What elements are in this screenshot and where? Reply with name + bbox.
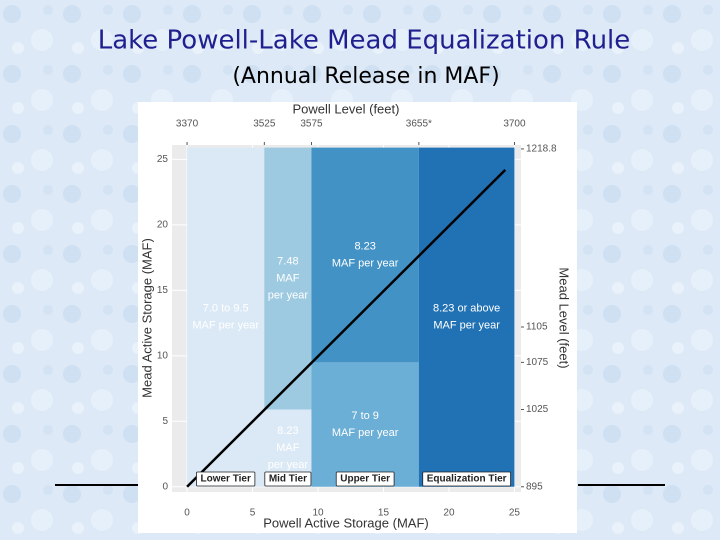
x2-tick-label: 3655* [406,119,432,130]
x-tick-label: 10 [312,508,324,519]
tier-label-box [264,471,312,487]
y-tick-label: 15 [157,285,169,296]
x2-tick-label: 3525 [253,119,276,130]
y-tick-label: 0 [162,481,168,492]
tier-label-box [335,471,395,487]
zone-label: 7.48 [277,255,298,267]
y2-tick-label: 895 [526,481,543,492]
zone-label: 8.23 [354,240,375,252]
y2-axis-title: Mead Level (feet) [557,267,572,368]
tier-zone [187,147,265,487]
zone-label: MAF per year [332,427,399,439]
subtitle: (Annual Release in MAF) [232,64,499,89]
x-tick-label: 5 [250,508,256,519]
title: Lake Powell-Lake Mead Equalization Rule [98,26,631,56]
y-tick-label: 10 [157,350,169,361]
tier-label: Lower Tier [200,474,250,485]
y-tick-label: 25 [157,154,169,165]
zone-label: per year [268,289,309,301]
zone-label: MAF per year [192,320,259,332]
tier-label-box [196,471,256,487]
x-tick-label: 25 [509,508,521,519]
equalization-line [186,168,507,488]
x-tick-label: 0 [184,508,190,519]
x-tick-label: 15 [378,508,390,519]
zone-label: per year [268,459,309,471]
y2-tick-label: 1075 [526,357,549,368]
y2-tick-label: 1218.8 [526,144,557,155]
x-axis-title: Powell Active Storage (MAF) [263,515,428,530]
tier-label-box [422,471,511,487]
zone-label: MAF [276,272,300,284]
tier-zone [418,147,515,487]
tier-label: Mid Tier [269,474,307,485]
zone-label: MAF [276,442,300,454]
x2-tick-label: 3700 [503,119,526,130]
y-axis-title: Mead Active Storage (MAF) [139,238,154,398]
x-tick-label: 20 [443,508,455,519]
tier-label: Equalization Tier [427,474,507,485]
y2-tick-label: 1025 [526,404,549,415]
zone-label: 8.23 [277,425,298,437]
zone-label: 8.23 or above [433,303,500,315]
zone-label: MAF per year [332,257,399,269]
tier-label: Upper Tier [340,474,390,485]
y2-tick-label: 1105 [526,322,548,333]
x2-axis-title: Powell Level (feet) [293,101,400,116]
y-tick-label: 20 [157,220,169,231]
tier-zone [264,147,312,410]
zone-label: MAF per year [433,320,500,332]
zone-label: 7 to 9 [351,410,379,422]
tier-zone [311,147,419,363]
tier-zone [311,362,419,487]
zone-label: 7.0 to 9.5 [203,303,249,315]
y-tick-label: 5 [162,416,168,427]
x2-tick-label: 3370 [176,119,199,130]
x2-tick-label: 3575 [300,119,323,130]
